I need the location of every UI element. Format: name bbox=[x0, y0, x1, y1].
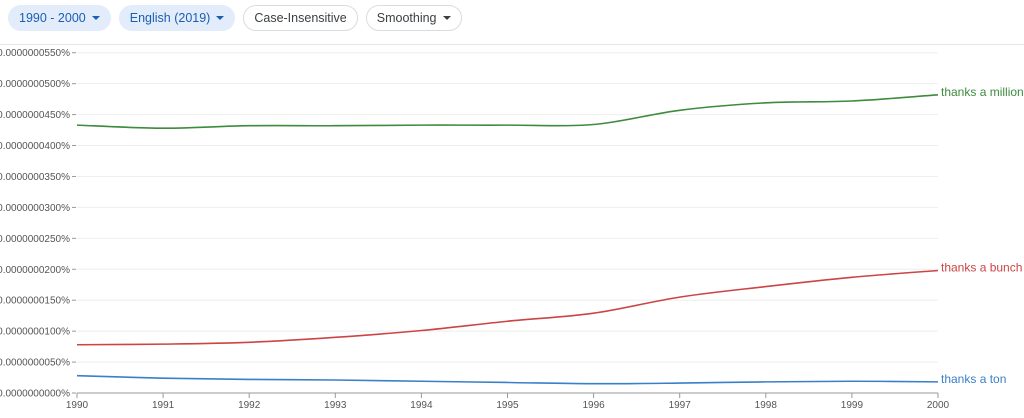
chevron-down-icon bbox=[216, 16, 225, 20]
series-line-1 bbox=[76, 269, 939, 346]
y-tick-label: 0.0000000550% bbox=[0, 48, 70, 59]
y-tick-label: 0.0000000500% bbox=[0, 79, 70, 90]
smoothing-dropdown[interactable]: Smoothing bbox=[365, 5, 462, 31]
y-tick-label: 0.0000000450% bbox=[0, 110, 70, 121]
y-tick-label: 0.0000000100% bbox=[0, 327, 70, 338]
grid-layer bbox=[77, 52, 938, 363]
x-tick-label: 1997 bbox=[669, 400, 692, 411]
case-label: Case-Insensitive bbox=[254, 11, 347, 25]
smoothing-label: Smoothing bbox=[376, 11, 437, 25]
y-tick-label: 0.0000000000% bbox=[0, 389, 70, 400]
x-tick-label: 1993 bbox=[324, 400, 347, 411]
x-tick-label: 1998 bbox=[755, 400, 778, 411]
y-tick-label: 0.0000000200% bbox=[0, 265, 70, 276]
year-range-label: 1990 - 2000 bbox=[19, 11, 86, 25]
x-tick-label: 1996 bbox=[582, 400, 605, 411]
series-line-2 bbox=[76, 374, 939, 385]
year-range-dropdown[interactable]: 1990 - 2000 bbox=[8, 5, 111, 31]
x-tick-label: 1991 bbox=[152, 400, 175, 411]
chevron-down-icon bbox=[91, 16, 100, 20]
x-tick-label: 1990 bbox=[66, 400, 89, 411]
x-tick-label: 1995 bbox=[496, 400, 519, 411]
toolbar-divider bbox=[0, 44, 1024, 45]
corpus-dropdown[interactable]: English (2019) bbox=[118, 5, 236, 31]
x-tick-label: 1992 bbox=[238, 400, 261, 411]
y-tick-label: 0.0000000250% bbox=[0, 234, 70, 245]
series-label-1: thanks a bunch bbox=[941, 261, 1022, 275]
x-tick-label: 1994 bbox=[410, 400, 433, 411]
series-label-0: thanks a million bbox=[941, 85, 1024, 99]
series-line-0 bbox=[76, 94, 939, 130]
y-tick-label: 0.0000000350% bbox=[0, 172, 70, 183]
x-tick-label: 2000 bbox=[927, 400, 950, 411]
corpus-label: English (2019) bbox=[129, 11, 211, 25]
series-layer: thanks a million thanks a bunch thanks a t… bbox=[76, 85, 1024, 386]
y-tick-label: 0.0000000400% bbox=[0, 141, 70, 152]
case-insensitive-toggle[interactable]: Case-Insensitive bbox=[243, 5, 358, 31]
chevron-down-icon bbox=[442, 16, 451, 20]
series-label-2: thanks a ton bbox=[941, 372, 1006, 386]
axis-layer: 0.0000000000% 0.0000000050% 0.0000000100% 0… bbox=[0, 48, 950, 411]
toolbar: 1990 - 2000 English (2019) Case-Insensit… bbox=[8, 5, 462, 31]
x-tick-label: 1999 bbox=[841, 400, 864, 411]
y-tick-label: 0.0000000300% bbox=[0, 203, 70, 214]
y-tick-label: 0.0000000150% bbox=[0, 296, 70, 307]
y-tick-label: 0.0000000050% bbox=[0, 358, 70, 369]
